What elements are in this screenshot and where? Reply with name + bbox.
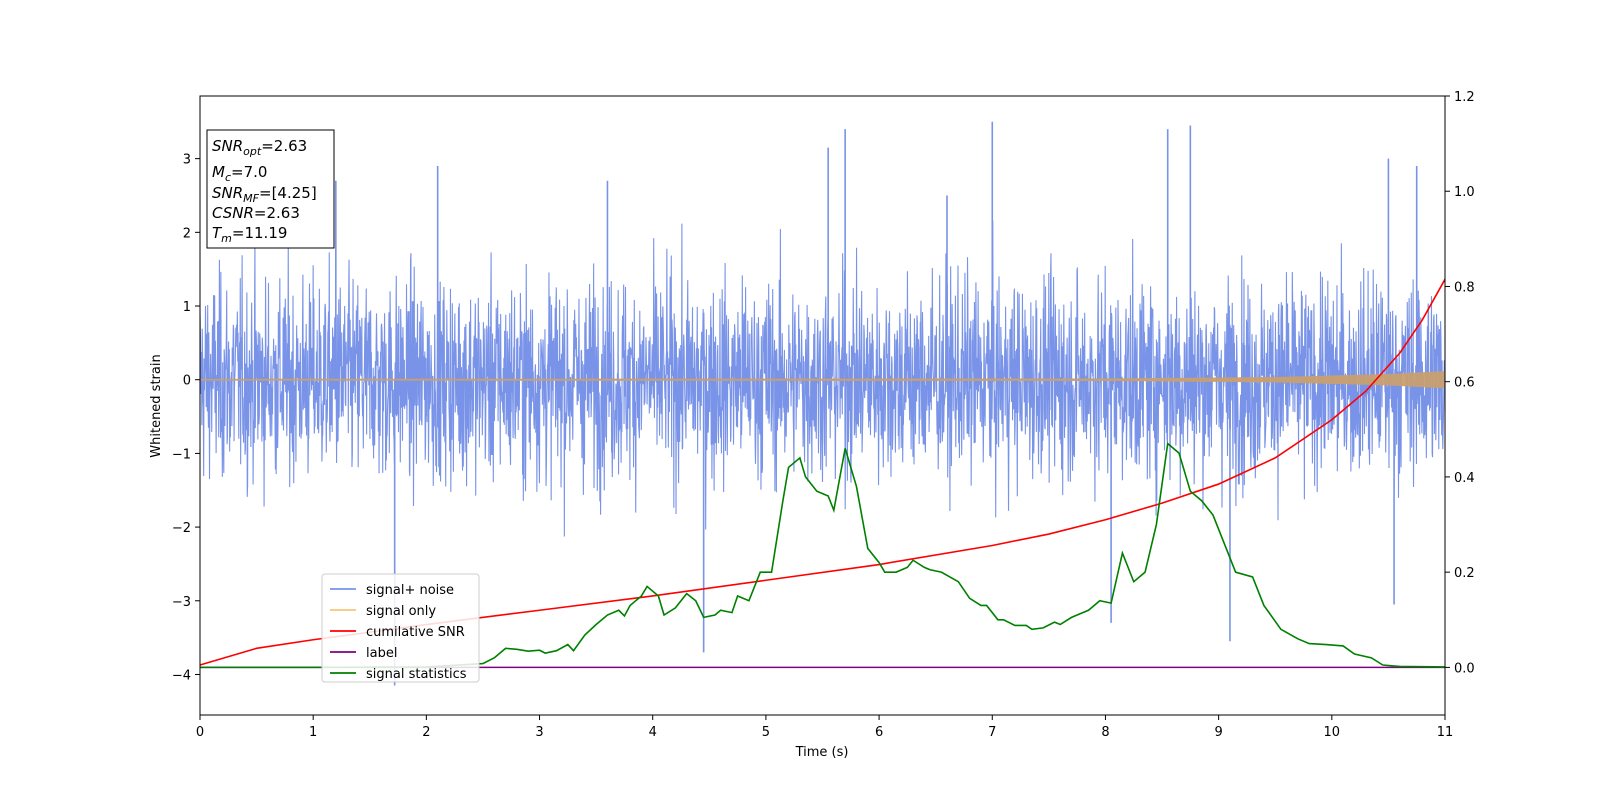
y-left-tick-label: 2	[183, 226, 191, 241]
y-left-tick-label: 3	[183, 153, 191, 168]
info-snr-opt-value: =2.63	[261, 137, 307, 155]
x-tick-label: 11	[1437, 725, 1454, 740]
info-tm: Tm=11.19	[212, 224, 287, 245]
legend-frame	[321, 573, 480, 683]
info-snr-opt-main: SNR	[212, 137, 243, 155]
y-right-tick-label: 1.0	[1454, 185, 1475, 200]
axes-frame	[199, 95, 1446, 716]
legend-label: signal statistics	[366, 667, 467, 682]
info-mc-sub: c	[225, 171, 231, 184]
info-snr-mf-main: SNR	[212, 184, 243, 202]
y-left-tick-label: −3	[172, 595, 191, 610]
y-axis-right-ticks: 0.0 0.2 0.4 0.6 0.8 1.0 1.2	[1445, 90, 1475, 676]
legend-entries: signal+ noise signal only cumilative SNR la…	[330, 583, 467, 682]
y-right-tick-label: 0.4	[1454, 471, 1475, 486]
x-tick-label: 8	[1101, 725, 1109, 740]
x-tick-label: 4	[649, 725, 657, 740]
info-box-frame	[206, 129, 335, 249]
noise-line	[199, 220, 1446, 537]
info-snr-mf: SNRMF=[4.25]	[212, 184, 317, 205]
info-csnr-value: =2.63	[254, 204, 300, 222]
y-axis-label: Whitened strain	[149, 354, 164, 457]
legend-label: cumilative SNR	[366, 625, 465, 640]
x-tick-label: 3	[535, 725, 543, 740]
info-snr-opt-sub: opt	[243, 145, 262, 158]
y-right-tick-label: 0.8	[1454, 280, 1475, 295]
y-right-tick-label: 0.6	[1454, 376, 1475, 391]
x-tick-label: 5	[762, 725, 770, 740]
x-tick-label: 0	[196, 725, 204, 740]
y-right-tick-label: 1.2	[1454, 90, 1475, 105]
legend-label: signal+ noise	[366, 583, 454, 598]
info-mc-value: =7.0	[231, 163, 267, 181]
x-tick-label: 10	[1324, 725, 1341, 740]
x-axis-label: Time (s)	[795, 745, 849, 760]
legend: signal+ noise signal only cumilative SNR la…	[321, 573, 480, 683]
info-csnr: CSNR=2.63	[212, 204, 300, 222]
x-tick-label: 6	[875, 725, 883, 740]
x-tick-label: 2	[422, 725, 430, 740]
y-right-tick-label: 0.0	[1454, 661, 1475, 676]
info-mc: Mc=7.0	[212, 163, 267, 184]
legend-label: label	[366, 646, 397, 661]
info-tm-main: T	[212, 224, 223, 242]
x-axis-ticks: 0 1 2 3 4 5 6 7 8 9 10 11	[196, 715, 1453, 740]
y-axis-left-ticks: −4 −3 −2 −1 0 1 2 3	[172, 153, 200, 683]
x-tick-label: 1	[309, 725, 317, 740]
info-csnr-main: CSNR	[212, 204, 254, 222]
legend-label: signal only	[366, 604, 436, 619]
info-tm-value: =11.19	[232, 224, 288, 242]
y-left-tick-label: −4	[172, 668, 191, 683]
x-tick-label: 7	[988, 725, 996, 740]
y-left-tick-label: −2	[172, 521, 191, 536]
signal-statistics-line	[200, 442, 1446, 669]
x-tick-label: 9	[1214, 725, 1222, 740]
signal-noise-series	[199, 121, 1446, 686]
info-snr-opt: SNRopt=2.63	[212, 137, 307, 158]
info-tm-sub: m	[221, 232, 232, 245]
info-snr-mf-sub: MF	[243, 192, 259, 205]
y-right-tick-label: 0.2	[1454, 566, 1475, 581]
y-left-tick-label: 0	[183, 374, 191, 389]
info-mc-main: M	[212, 163, 225, 181]
y-left-tick-label: −1	[172, 447, 191, 462]
y-left-tick-label: 1	[183, 300, 191, 315]
info-snr-mf-value: =[4.25]	[259, 184, 317, 202]
info-box: SNRopt=2.63 Mc=7.0 SNRMF=[4.25] CSNR=2.6…	[206, 129, 335, 249]
